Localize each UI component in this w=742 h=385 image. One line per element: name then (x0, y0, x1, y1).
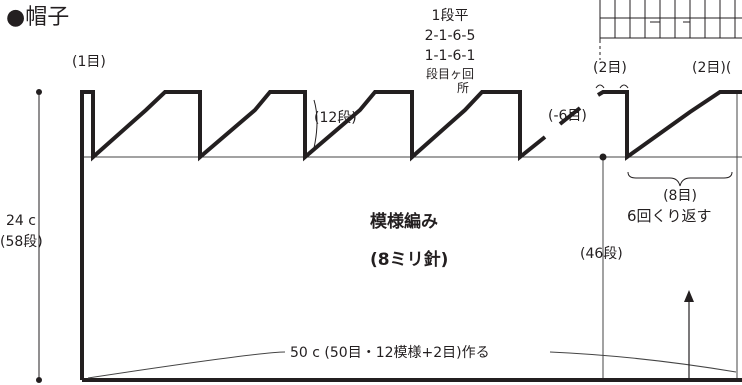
needle-size: (8ミリ針) (370, 250, 449, 270)
title: ●帽子 (6, 5, 70, 30)
minus-6-label: (-6目) (548, 108, 587, 124)
decrease-rule-line5: 所 (456, 81, 469, 95)
decrease-rule-line4: 段目ヶ回 (425, 67, 474, 81)
decrease-rule-line2: 2-1-6-5 (424, 28, 476, 44)
decrease-rule-line1: 1段平 (431, 8, 469, 24)
first-stitch-label: (1目) (72, 54, 106, 70)
eight-stitch-label: (8目) (663, 188, 697, 204)
rows-46-label: (46段) (580, 246, 623, 262)
rows-12-label: (12段) (314, 110, 357, 126)
two-stitch-label-right: (2目)( (692, 60, 732, 76)
height-cm-label: 24 c (6, 213, 36, 229)
rows-12-bracket (313, 99, 318, 149)
pattern-name: 模様編み (370, 212, 438, 232)
two-stitch-bracket-left (595, 84, 629, 89)
repeat-6-label: 6回くり返す (627, 207, 712, 225)
height-dimension (36, 89, 42, 383)
upward-arrow (684, 290, 694, 380)
bottom-cast-on-label: 50 c (50目・12模様+2目)作る (290, 345, 490, 361)
rows-46-guide (599, 153, 607, 380)
decrease-rule-line3: 1-1-6-1 (424, 48, 476, 64)
stitch-chart-grid (599, 0, 742, 40)
height-rows-label: (58段) (0, 234, 43, 250)
two-stitch-label-left: (2目) (593, 60, 627, 76)
bottom-curve (87, 351, 737, 379)
hat-outline (80, 90, 742, 382)
eight-stitch-brace (627, 171, 733, 187)
